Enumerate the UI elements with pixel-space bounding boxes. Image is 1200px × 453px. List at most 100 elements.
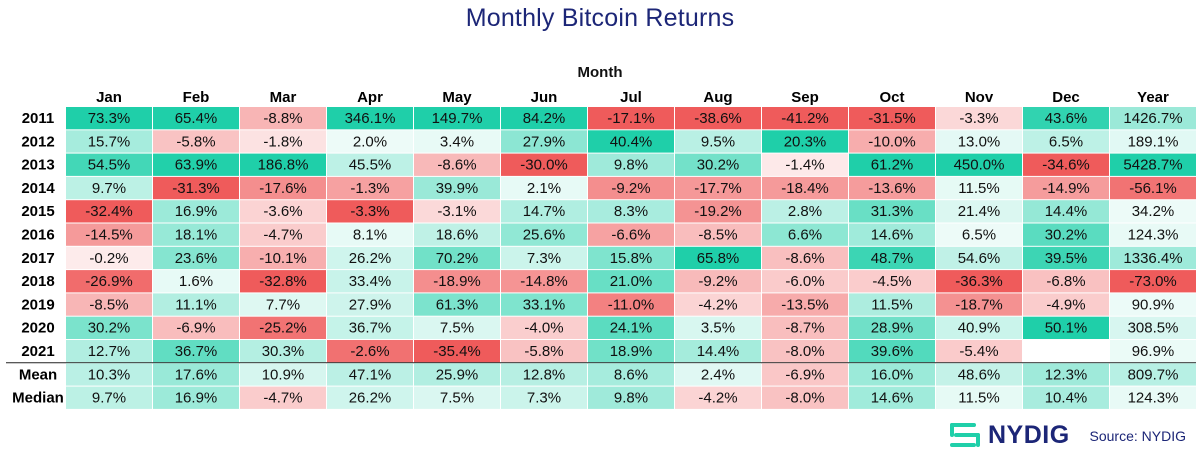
cell-value: -9.2% bbox=[611, 180, 650, 197]
cell-value: 16.0% bbox=[871, 366, 914, 383]
chart-title: Monthly Bitcoin Returns bbox=[465, 4, 735, 32]
cell-value: 9.8% bbox=[614, 157, 648, 174]
heatmap-cell bbox=[1110, 200, 1196, 223]
cell-value: -0.2% bbox=[89, 250, 128, 267]
heatmap-cell bbox=[1023, 386, 1109, 409]
cell-value: 149.7% bbox=[432, 110, 483, 127]
heatmap-cell bbox=[501, 176, 587, 200]
row-label-2011: 2011 bbox=[22, 110, 55, 127]
cell-value: 9.7% bbox=[92, 180, 126, 197]
heatmap-cell bbox=[1110, 340, 1196, 363]
cell-value: -8.7% bbox=[785, 320, 824, 337]
heatmap-cell bbox=[1023, 316, 1109, 339]
heatmap-cell bbox=[327, 386, 413, 409]
heatmap-cell bbox=[675, 386, 761, 409]
heatmap-cell bbox=[240, 363, 326, 386]
row-label-2012: 2012 bbox=[21, 133, 54, 150]
heatmap-cell bbox=[1110, 107, 1196, 130]
heatmap-cell bbox=[849, 153, 935, 176]
column-header-apr: Apr bbox=[357, 89, 383, 106]
heatmap-cell bbox=[501, 386, 587, 409]
heatmap-cell bbox=[849, 340, 935, 363]
cell-value: 9.8% bbox=[614, 390, 648, 407]
x-axis-label: Month bbox=[577, 64, 623, 81]
heatmap-cell bbox=[153, 246, 239, 270]
heatmap-cell bbox=[501, 270, 587, 293]
cell-value: -36.3% bbox=[955, 273, 1003, 290]
cell-value: -14.8% bbox=[520, 273, 568, 290]
cell-value: -3.6% bbox=[263, 203, 302, 220]
heatmap-cell bbox=[153, 316, 239, 339]
heatmap-cell bbox=[501, 153, 587, 176]
brand-logo: NYDIG bbox=[948, 420, 1070, 450]
cell-value: 346.1% bbox=[345, 110, 396, 127]
cell-value: 14.6% bbox=[871, 227, 914, 244]
cell-value: -26.9% bbox=[85, 273, 133, 290]
heatmap-cell bbox=[1023, 223, 1109, 246]
cell-value: 21.0% bbox=[610, 273, 653, 290]
cell-value: -10.0% bbox=[868, 133, 916, 150]
cell-value: 15.8% bbox=[610, 250, 653, 267]
row-label-2018: 2018 bbox=[21, 273, 54, 290]
row-label-2016: 2016 bbox=[21, 227, 54, 244]
cell-value: 12.8% bbox=[523, 366, 566, 383]
heatmap-cell bbox=[153, 153, 239, 176]
heatmap-cell bbox=[675, 316, 761, 339]
heatmap-cell bbox=[588, 153, 674, 176]
heatmap-cell bbox=[936, 223, 1022, 246]
cell-value: -4.0% bbox=[524, 320, 563, 337]
heatmap-cell bbox=[153, 386, 239, 409]
heatmap-cell bbox=[1110, 293, 1196, 316]
column-header-feb: Feb bbox=[183, 89, 210, 106]
heatmap-cell bbox=[414, 386, 500, 409]
row-label-2021: 2021 bbox=[21, 343, 54, 360]
cell-value: 24.1% bbox=[610, 320, 653, 337]
heatmap-cell bbox=[66, 340, 152, 363]
heatmap-cell bbox=[414, 293, 500, 316]
heatmap-cell bbox=[936, 130, 1022, 153]
heatmap-cell bbox=[675, 107, 761, 130]
heatmap-cell bbox=[327, 176, 413, 200]
heatmap-cell bbox=[153, 293, 239, 316]
cell-value: 2.4% bbox=[701, 366, 735, 383]
heatmap-cell bbox=[762, 363, 848, 386]
heatmap-cell bbox=[1110, 316, 1196, 339]
heatmap-cell bbox=[240, 153, 326, 176]
heatmap-cell bbox=[936, 386, 1022, 409]
cell-value: 21.4% bbox=[958, 203, 1001, 220]
cell-value: 14.4% bbox=[1045, 203, 1088, 220]
heatmap-cell bbox=[849, 130, 935, 153]
cell-value: -18.7% bbox=[955, 296, 1003, 313]
cell-value: -4.7% bbox=[263, 390, 302, 407]
heatmap-cell bbox=[66, 130, 152, 153]
heatmap-cell bbox=[849, 293, 935, 316]
cell-value: 2.1% bbox=[527, 180, 561, 197]
cell-value: 36.7% bbox=[349, 320, 392, 337]
cell-value: 10.9% bbox=[262, 366, 305, 383]
cell-value: 1.6% bbox=[179, 273, 213, 290]
cell-value: 11.5% bbox=[958, 180, 999, 197]
heatmap-cell bbox=[849, 270, 935, 293]
row-label-2019: 2019 bbox=[21, 296, 54, 313]
cell-value: 3.5% bbox=[701, 320, 735, 337]
cell-value: -1.4% bbox=[785, 157, 824, 174]
heatmap-cell bbox=[501, 316, 587, 339]
heatmap-cell bbox=[936, 246, 1022, 270]
cell-value: 8.6% bbox=[614, 366, 648, 383]
source-note: Source: NYDIG bbox=[1089, 428, 1186, 444]
heatmap-cell bbox=[849, 107, 935, 130]
cell-value: 61.2% bbox=[871, 157, 914, 174]
heatmap-cell bbox=[1023, 246, 1109, 270]
column-header-aug: Aug bbox=[703, 89, 732, 106]
cell-value: 27.9% bbox=[523, 133, 566, 150]
heatmap-cell bbox=[762, 246, 848, 270]
heatmap-cell bbox=[327, 340, 413, 363]
heatmap-cell bbox=[66, 246, 152, 270]
cell-value: 11.5% bbox=[958, 390, 999, 407]
heatmap-cell bbox=[414, 363, 500, 386]
cell-value: 25.9% bbox=[436, 366, 479, 383]
cell-value: -8.6% bbox=[437, 157, 476, 174]
heatmap-cell bbox=[1023, 340, 1109, 363]
cell-value: 8.1% bbox=[353, 227, 387, 244]
cell-value: -56.1% bbox=[1129, 180, 1177, 197]
